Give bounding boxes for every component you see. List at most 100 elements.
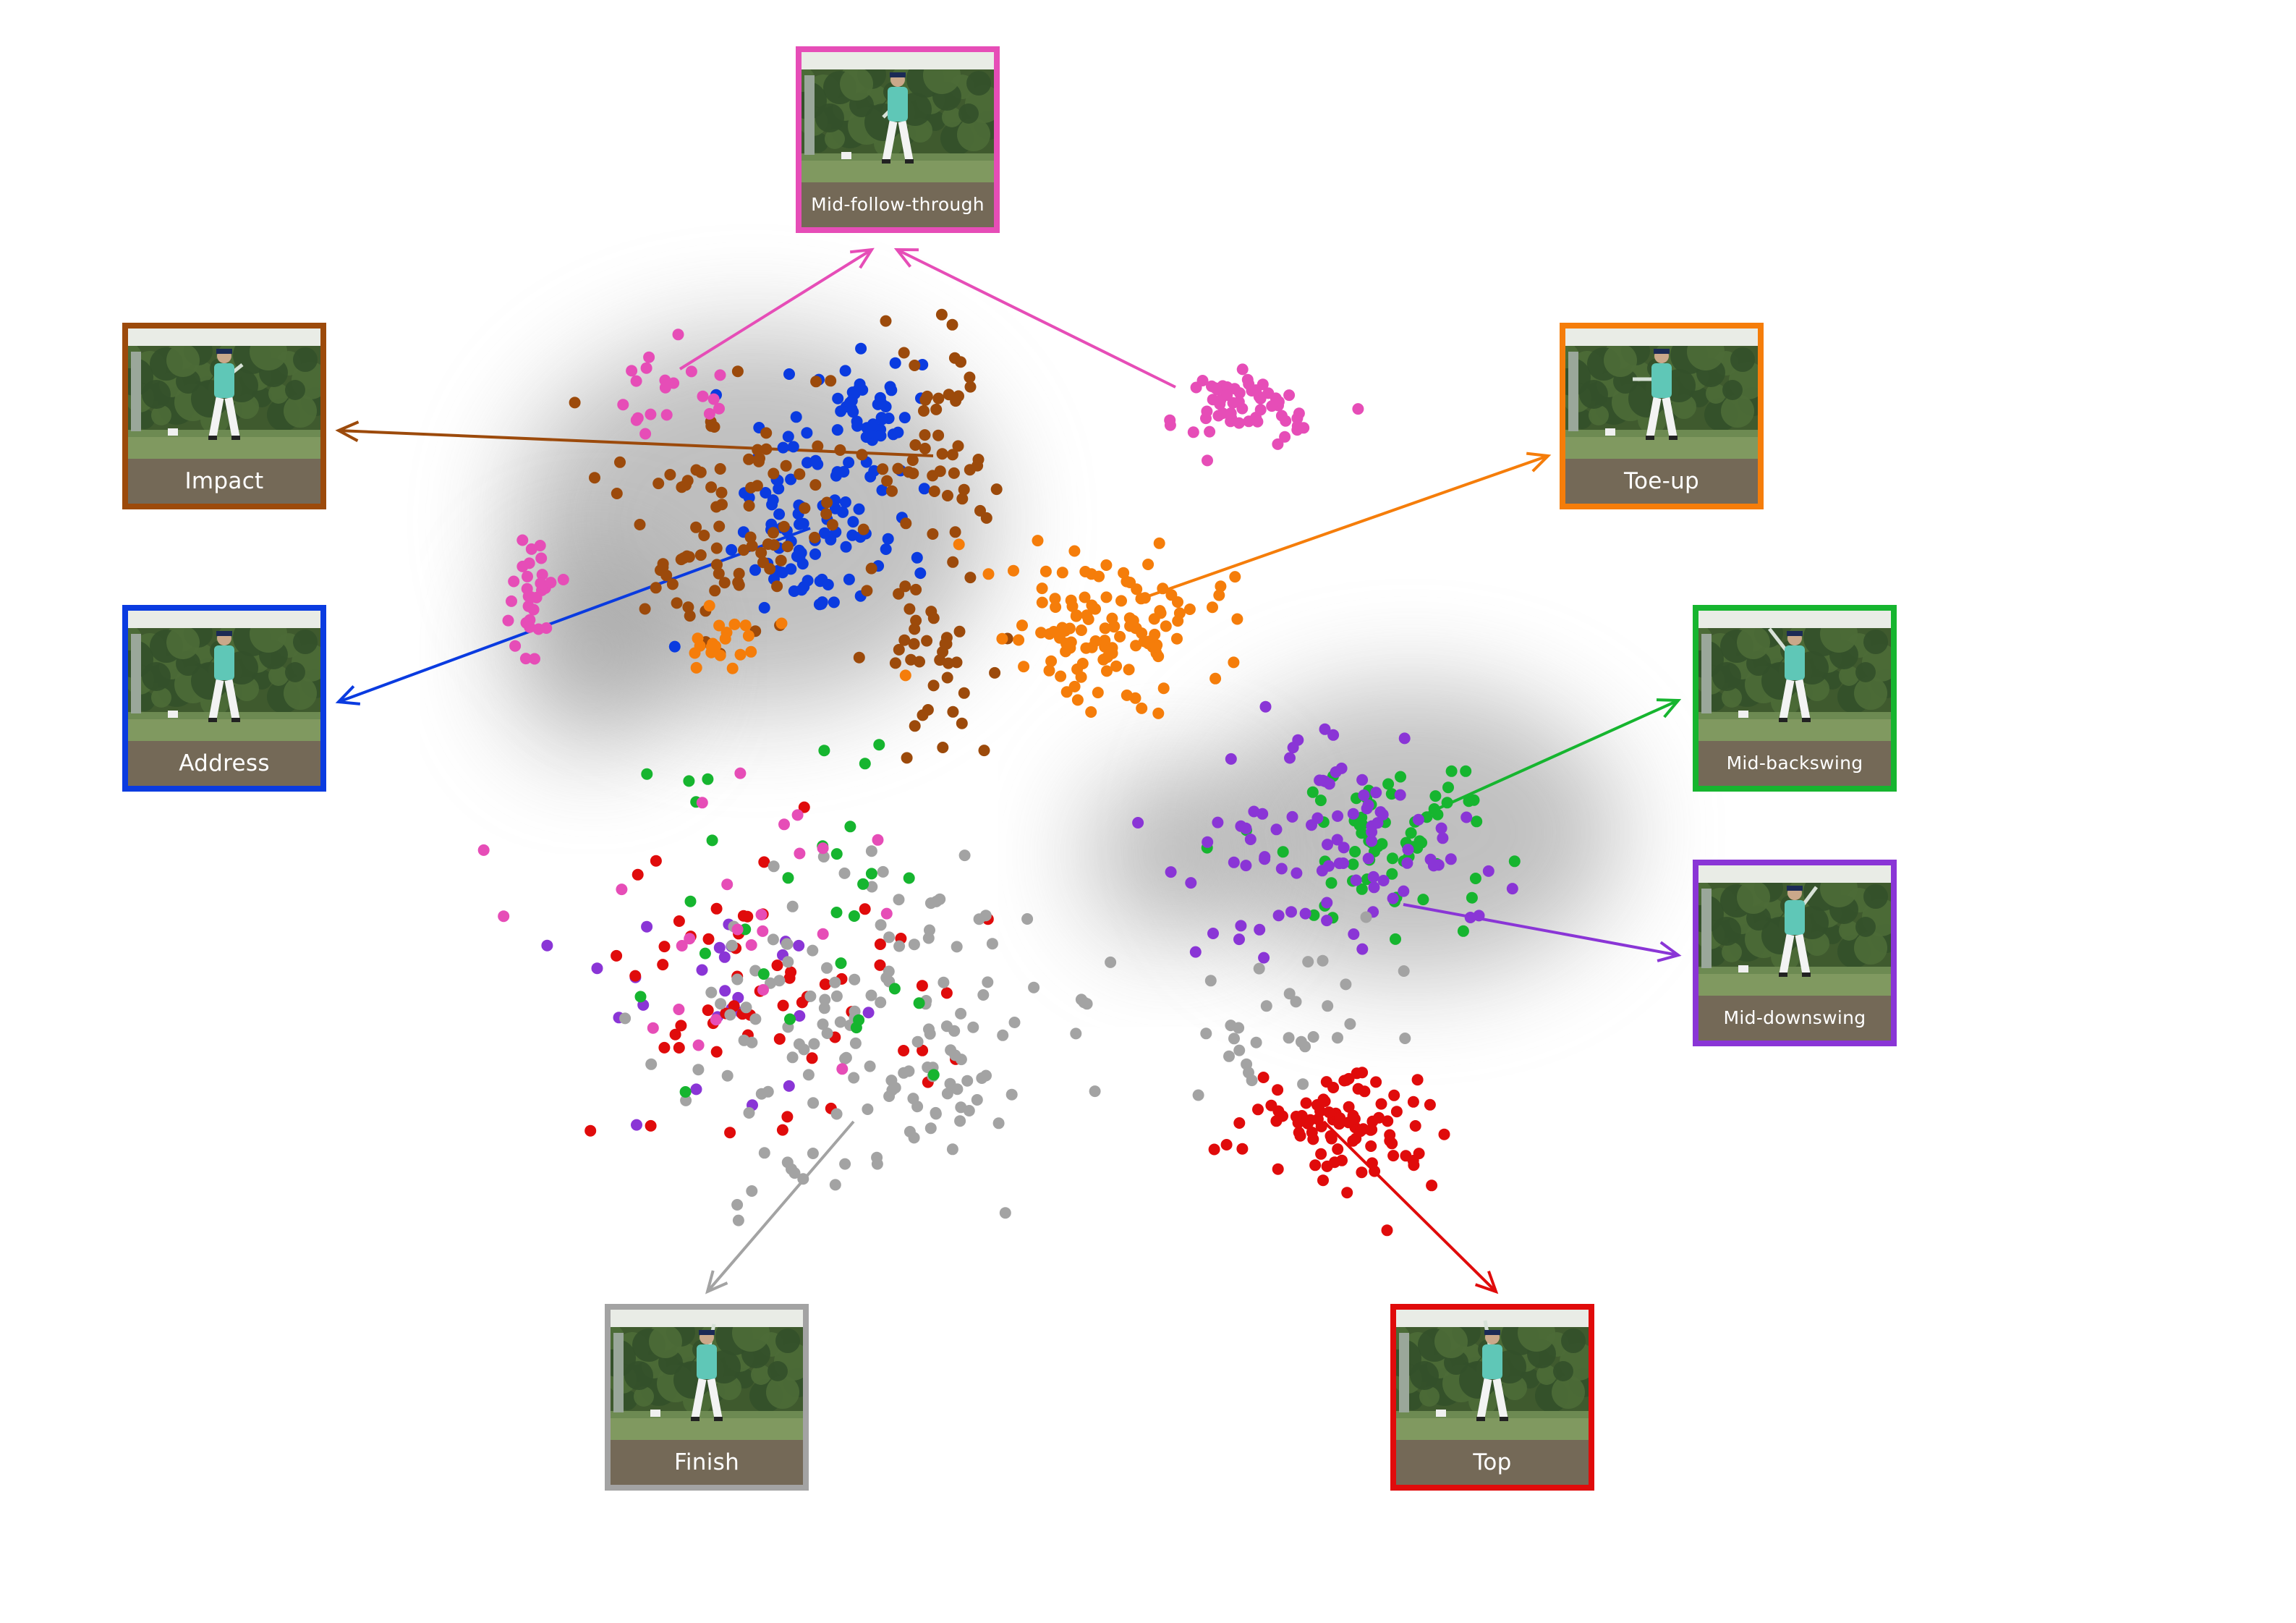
data-point [1277,846,1289,858]
data-point [1367,870,1379,883]
data-point [831,424,843,436]
data-point [866,881,878,893]
data-point [710,1014,722,1026]
data-point [877,865,889,878]
connector-arrow [896,248,1176,389]
data-point [1356,1166,1368,1179]
data-point [1016,619,1028,632]
data-point [954,1115,966,1127]
data-point [953,538,965,551]
data-point [1260,1000,1272,1012]
data-point [694,466,707,478]
data-point [967,1021,979,1033]
data-point [591,962,603,975]
data-point [707,393,720,405]
data-point [880,907,893,920]
data-point [643,351,655,363]
data-point [940,987,953,999]
data-point [650,582,662,594]
data-point [1441,797,1453,809]
data-point [1056,567,1068,579]
data-point [715,998,727,1010]
data-point [1089,1085,1101,1098]
data-point [684,895,697,907]
data-point [523,557,535,569]
data-point [1089,603,1102,615]
data-point [825,375,837,387]
data-point [928,486,940,497]
data-point [964,464,976,476]
data-point [734,648,747,661]
data-point [631,1119,642,1131]
data-point [749,1013,762,1025]
data-point [1081,609,1093,622]
data-point [1334,1112,1346,1124]
data-point [1259,700,1272,713]
data-point [1435,822,1447,834]
data-point [903,1065,915,1077]
data-point [629,970,642,982]
data-point [696,964,708,976]
data-point [702,933,715,945]
data-point [1306,786,1319,798]
data-point [1356,943,1369,955]
data-point [639,603,651,615]
data-point [1370,1076,1382,1088]
data-point [1233,1022,1245,1034]
data-point [1123,664,1135,676]
data-point [1325,877,1338,889]
data-point [529,653,540,665]
data-point [829,1179,841,1191]
data-point [927,612,940,624]
data-point [757,925,769,937]
panel-label: Mid-downswing [1698,996,1891,1041]
data-point [1008,564,1019,577]
data-point [1471,815,1483,828]
data-point [1482,865,1494,877]
data-point [977,989,990,1001]
data-point [535,552,548,564]
data-point [1352,403,1364,415]
data-point [776,1124,788,1136]
data-point [1115,595,1127,607]
data-point [752,444,764,456]
data-point [1329,1156,1340,1169]
data-point [978,745,990,757]
data-point [1291,420,1304,432]
data-point [796,996,808,1009]
data-point [885,384,898,397]
data-point [875,919,887,931]
data-point [1049,593,1061,605]
data-point [1005,1088,1018,1101]
data-point [639,428,652,440]
data-point [1118,567,1130,579]
data-point [872,834,884,846]
data-point [1143,635,1155,648]
data-point [696,797,708,809]
data-point [839,365,851,377]
data-point [783,1080,795,1092]
golfer-thumbnail-icon [128,329,320,504]
data-point [1385,788,1398,800]
data-point [807,944,819,957]
arrow-head [335,420,360,442]
data-point [924,924,935,936]
data-point [1370,787,1382,799]
data-point [951,656,963,669]
cluster-shadow [506,550,680,753]
data-point [990,483,1003,496]
data-point [1341,1187,1353,1199]
data-point [1253,962,1265,975]
data-point [953,625,966,637]
data-point [728,618,741,630]
data-point [705,986,718,999]
data-point [1035,627,1047,639]
data-point [1105,956,1117,968]
data-point [1323,778,1335,790]
data-point [498,910,510,923]
data-point [1221,381,1233,393]
data-point [1223,1050,1235,1062]
data-point [1142,559,1155,570]
data-point [914,567,927,580]
panel-label: Top [1396,1440,1589,1485]
